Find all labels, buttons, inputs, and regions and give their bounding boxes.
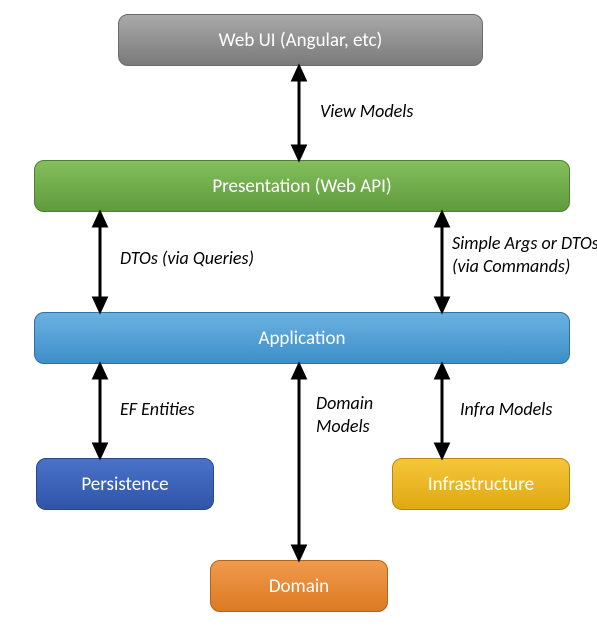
node-presentation-label: Presentation (Web API): [212, 175, 391, 198]
node-infrastructure-label: Infrastructure: [428, 473, 534, 496]
node-application: Application: [34, 312, 570, 364]
node-domain-label: Domain: [269, 575, 329, 598]
node-persistence-label: Persistence: [81, 473, 168, 496]
node-webui: Web UI (Angular, etc): [118, 14, 483, 66]
edge-label-domain-models: Domain Models: [316, 392, 373, 437]
edge-label-dtos-queries: DTOs (via Queries): [120, 247, 254, 270]
node-domain: Domain: [210, 560, 388, 612]
edge-label-view-models: View Models: [320, 100, 413, 123]
node-webui-label: Web UI (Angular, etc): [219, 29, 383, 52]
edge-label-ef-entities: EF Entities: [120, 398, 195, 421]
edge-label-args-dtos: Simple Args or DTOs (via Commands): [452, 232, 597, 277]
edge-label-infra-models: Infra Models: [460, 398, 552, 421]
node-application-label: Application: [258, 327, 345, 350]
node-persistence: Persistence: [36, 458, 214, 510]
node-infrastructure: Infrastructure: [392, 458, 570, 510]
node-presentation: Presentation (Web API): [34, 160, 570, 212]
